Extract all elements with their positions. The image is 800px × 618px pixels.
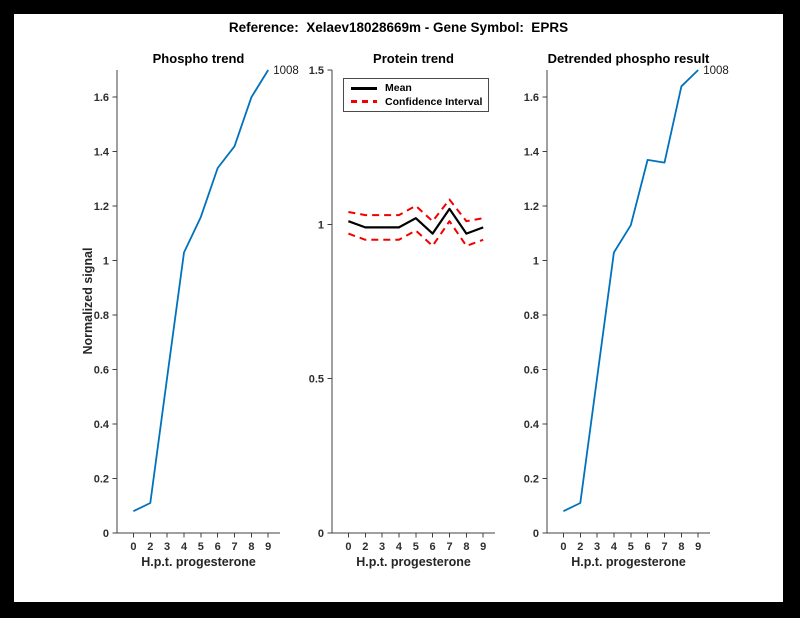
y-tick-label: 0.4 [524,419,540,431]
x-tick-label: 5 [413,541,419,553]
series-mean [348,207,484,235]
y-tick-label: 0 [318,528,324,540]
axis-lines [546,70,710,534]
x-axis-label-phospho: H.p.t. progesterone [141,555,256,569]
x-axis-label-detrended: H.p.t. progesterone [571,555,686,569]
y-tick-label: 0.2 [524,474,539,486]
y-tick-label: 1.2 [524,201,539,213]
x-tick-label: 2 [362,541,368,553]
x-tick-label: 0 [130,541,136,553]
x-tick-label: 0 [560,541,566,553]
y-tick-label: 0.6 [524,365,539,377]
x-tick-label: 9 [480,541,486,553]
x-tick-label: 0 [345,541,351,553]
y-tick-label: 0.5 [309,374,324,386]
y-tick-label: 1.5 [309,65,324,77]
x-tick-label: 8 [463,541,469,553]
y-tick-label: 1 [533,256,539,268]
y-tick-label: 0.4 [94,419,110,431]
y-tick-label: 1.6 [94,92,109,104]
x-tick-label: 3 [594,541,600,553]
series-1008 [563,69,699,513]
x-tick-label: 6 [215,541,221,553]
legend: Mean Confidence Interval [343,78,489,112]
y-tick-label: 0.6 [94,365,109,377]
x-tick-label: 3 [164,541,170,553]
series-confidence-interval-lower [348,220,484,247]
y-tick-label: 1.4 [94,147,110,159]
x-tick-label: 6 [645,541,651,553]
subplot-title-detrended-result: Detrended phospho result [547,51,710,66]
y-tick-label: 0 [533,528,539,540]
y-tick-label: 0.2 [94,474,109,486]
x-tick-label: 7 [661,541,667,553]
axis-lines [116,70,280,534]
y-tick-label: 1.2 [94,201,109,213]
x-tick-label: 5 [198,541,204,553]
x-tick-label: 8 [678,541,684,553]
y-tick-label: 1 [103,256,109,268]
legend-row-confidence-interval: Confidence Interval [351,95,483,108]
mean-line-sample [351,87,377,90]
x-tick-label: 4 [181,541,188,553]
x-tick-label: 9 [695,541,701,553]
y-tick-label: 1.6 [524,92,539,104]
x-tick-label: 7 [446,541,452,553]
x-tick-label: 8 [248,541,254,553]
confidence-interval-line-sample [351,100,377,103]
x-tick-label: 4 [611,541,618,553]
series-end-label: 1008 [273,65,299,77]
series-confidence-interval-upper [348,198,484,223]
x-tick-label: 6 [430,541,436,553]
series-end-label: 1008 [703,65,729,77]
y-tick-label: 1 [318,219,324,231]
y-tick-label: 0.8 [524,310,539,322]
subplot-title-phospho-trend: Phospho trend [152,51,245,66]
x-tick-label: 4 [396,541,403,553]
y-tick-label: 0.8 [94,310,109,322]
subplot-title-protein-trend: Protein trend [373,51,454,66]
y-tick-label: 0 [103,528,109,540]
legend-label-mean: Mean [385,82,412,95]
x-axis-label-protein: H.p.t. progesterone [356,555,471,569]
x-tick-label: 2 [577,541,583,553]
x-tick-label: 5 [628,541,634,553]
y-tick-label: 1.4 [524,147,540,159]
figure-title: Reference: Xelaev18028669m - Gene Symbol… [228,20,569,35]
series-1008 [133,69,269,513]
x-tick-label: 7 [231,541,237,553]
x-tick-label: 9 [265,541,271,553]
legend-row-mean: Mean [351,82,481,94]
legend-label-confidence-interval: Confidence Interval [385,95,483,108]
x-tick-label: 3 [379,541,385,553]
axis-lines [331,70,495,534]
x-tick-label: 2 [147,541,153,553]
figure-canvas: Reference: Xelaev18028669m - Gene Symbol… [14,14,783,602]
